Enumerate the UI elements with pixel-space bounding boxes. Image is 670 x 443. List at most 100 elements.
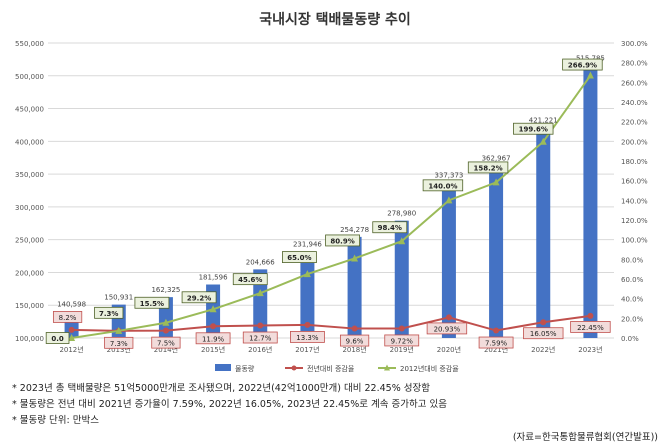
x-tick-label: 2016년 (248, 345, 272, 354)
yoy-growth-point (587, 312, 594, 319)
bar-value-label: 337,373 (434, 171, 463, 179)
bar-value-label: 231,946 (293, 241, 322, 249)
note-line: * 2023년 총 택배물량은 51억5000만개로 조사됐으며, 2022년(… (12, 383, 430, 394)
y-right-tick-label: 220.0% (621, 119, 648, 127)
bar-value-label: 362,967 (482, 155, 511, 163)
yoy-growth-label: 7.5% (157, 340, 175, 348)
cumulative-growth-label: 199.6% (519, 126, 548, 134)
bar-value-label: 204,666 (246, 258, 275, 266)
cumulative-growth-label: 15.5% (140, 300, 164, 308)
y-right-tick-label: 120.0% (621, 217, 648, 225)
cumulative-growth-label-box (94, 306, 124, 319)
cumulative-growth-point (586, 71, 594, 79)
y-left-tick-label: 100,000 (15, 335, 44, 343)
cumulative-growth-label-box (422, 179, 464, 192)
cumulative-growth-label: 7.3% (99, 310, 118, 318)
cumulative-growth-label: 140.0% (428, 182, 457, 190)
x-tick-label: 2012년 (59, 345, 83, 354)
x-tick-label: 2018년 (342, 345, 366, 354)
y-right-tick-label: 160.0% (621, 178, 648, 186)
y-right-tick-label: 0.0% (621, 335, 639, 343)
cumulative-growth-label-box (513, 122, 554, 135)
bar-value-label: 254,278 (340, 226, 369, 234)
yoy-growth-point (162, 327, 169, 334)
y-left-tick-label: 350,000 (15, 171, 44, 179)
cumulative-growth-point (398, 237, 406, 245)
yoy-growth-label: 7.59% (485, 340, 508, 348)
yoy-growth-point (351, 325, 358, 332)
y-left-tick-label: 150,000 (15, 302, 44, 310)
legend-label: 전년대비 증감율 (307, 364, 355, 373)
y-right-tick-label: 100.0% (621, 237, 648, 245)
legend-label: 물동량 (235, 365, 255, 373)
bar-value-label: 278,980 (387, 210, 416, 218)
x-tick-label: 2015년 (201, 345, 225, 354)
y-right-tick-label: 280.0% (621, 60, 648, 68)
yoy-growth-label-box (52, 311, 83, 323)
x-tick-label: 2014년 (154, 345, 178, 354)
bar-value-label: 181,596 (199, 274, 228, 282)
y-left-tick-label: 500,000 (15, 73, 44, 81)
y-left-tick-label: 250,000 (15, 237, 44, 245)
legend-marker (384, 364, 390, 371)
yoy-growth-label-box (195, 332, 231, 345)
bar (394, 220, 409, 338)
yoy-growth-label-box (242, 331, 278, 344)
cumulative-growth-label-box (134, 296, 170, 309)
cumulative-growth-point (351, 254, 359, 262)
x-tick-label: 2013년 (107, 345, 131, 354)
y-left-tick-label: 450,000 (15, 106, 44, 114)
yoy-growth-label: 11.9% (202, 335, 225, 343)
notes: * 2023년 총 택배물량은 51억5000만개로 조사됐으며, 2022년(… (12, 381, 658, 429)
bar (253, 269, 268, 338)
bar-value-label: 162,325 (151, 286, 180, 294)
yoy-growth-label: 8.2% (59, 314, 77, 322)
legend-marker (291, 365, 297, 371)
cumulative-growth-label: 0.0 (51, 335, 64, 343)
cumulative-growth-label-box (45, 332, 70, 344)
yoy-growth-label-box (290, 331, 325, 343)
y-right-tick-label: 180.0% (621, 158, 648, 166)
yoy-growth-label: 16.05% (530, 330, 557, 338)
yoy-growth-point (304, 321, 311, 328)
y-right-tick-label: 40.0% (621, 296, 644, 304)
y-left-tick-label: 400,000 (15, 138, 44, 146)
cumulative-growth-point (209, 305, 217, 313)
bar (489, 165, 504, 338)
bar (583, 65, 598, 338)
yoy-growth-label-box (339, 334, 370, 347)
y-right-tick-label: 60.0% (621, 276, 644, 284)
y-right-tick-label: 240.0% (621, 99, 648, 107)
y-right-tick-label: 20.0% (621, 315, 644, 323)
yoy-growth-point (68, 326, 75, 333)
cumulative-growth-label: 158.2% (474, 164, 503, 172)
y-right-tick-label: 80.0% (621, 256, 644, 264)
yoy-growth-label: 7.3% (110, 340, 128, 348)
cumulative-growth-point (115, 326, 123, 334)
x-tick-label: 2020년 (437, 345, 461, 354)
cumulative-growth-label: 45.6% (238, 276, 262, 284)
cumulative-growth-point (445, 196, 453, 204)
yoy-growth-point (445, 314, 452, 321)
yoy-growth-label: 22.45% (577, 324, 604, 332)
yoy-growth-line (71, 314, 591, 332)
x-tick-label: 2017년 (295, 345, 319, 354)
y-right-tick-label: 200.0% (621, 138, 648, 146)
bar (441, 182, 456, 338)
bar-value-label: 515,785 (576, 54, 605, 62)
yoy-growth-point (398, 325, 405, 332)
x-tick-label: 2022년 (531, 345, 555, 354)
cumulative-growth-point (256, 289, 264, 297)
yoy-growth-label: 13.3% (296, 334, 319, 342)
yoy-growth-label-box (384, 334, 420, 347)
yoy-growth-label-box (104, 336, 134, 349)
yoy-growth-label: 9.72% (391, 337, 414, 345)
yoy-growth-label: 12.7% (249, 335, 272, 343)
y-left-tick-label: 200,000 (15, 269, 44, 277)
bar-value-label: 140,598 (57, 300, 86, 308)
cumulative-growth-line (71, 74, 592, 339)
x-tick-label: 2019년 (390, 345, 414, 354)
cumulative-growth-label: 266.9% (568, 62, 597, 70)
yoy-growth-point (540, 319, 547, 326)
cumulative-growth-label-box (282, 251, 317, 263)
